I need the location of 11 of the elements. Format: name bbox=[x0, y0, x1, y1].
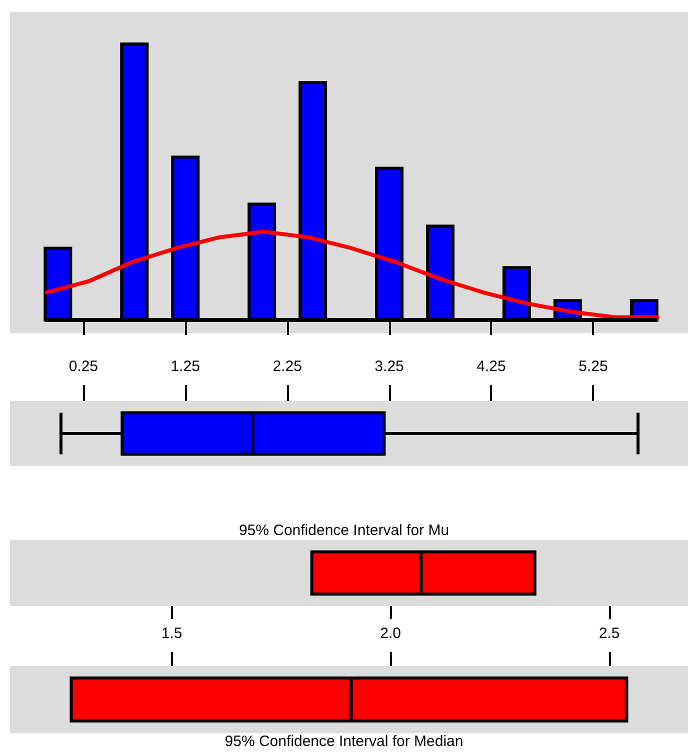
x-tick-label: 3.25 bbox=[374, 358, 404, 375]
x-tick-label: 2.5 bbox=[598, 625, 620, 642]
x-tick-label: 2.25 bbox=[272, 358, 302, 375]
chart-title: 95% Confidence Interval for Mu bbox=[238, 522, 450, 539]
x-tick-label: 2.0 bbox=[380, 625, 401, 642]
x-tick-label: 5.25 bbox=[578, 358, 608, 375]
x-tick-label: 4.25 bbox=[476, 358, 506, 375]
x-tick-label: 1.5 bbox=[161, 625, 182, 642]
x-tick-label: 1.25 bbox=[170, 358, 200, 375]
x-axis-title: 95% Confidence Interval for Median bbox=[224, 733, 464, 750]
x-tick-label: 0.25 bbox=[68, 358, 98, 375]
